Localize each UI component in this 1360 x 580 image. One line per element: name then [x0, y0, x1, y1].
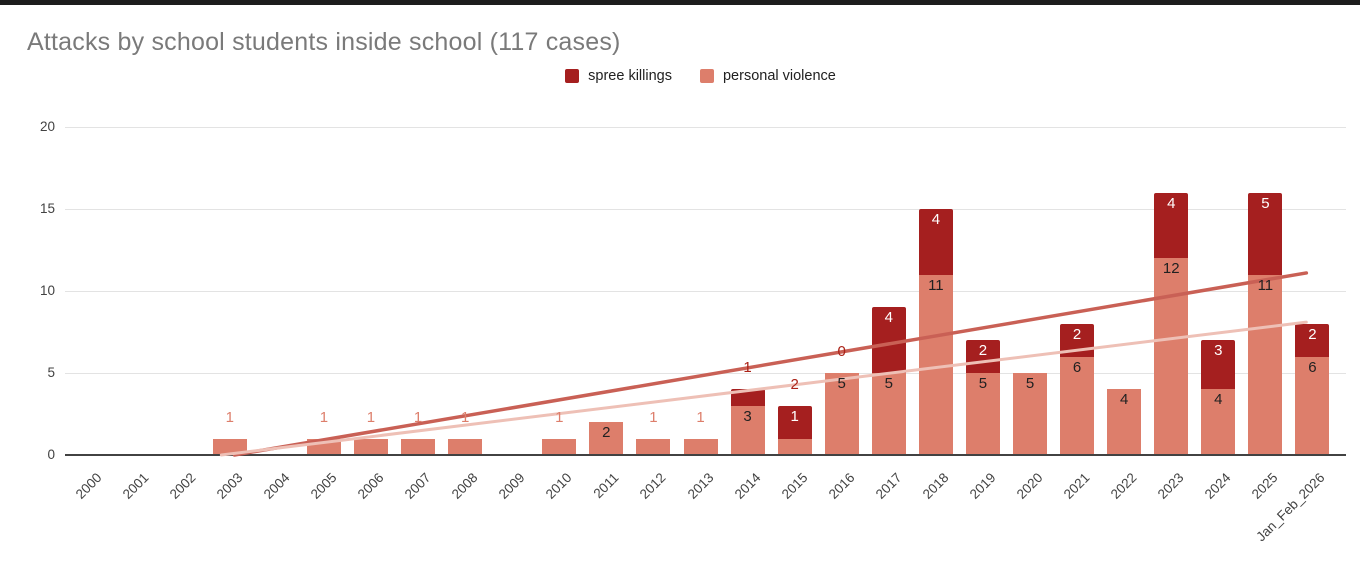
bar-label-personal-2021: 6 [1072, 358, 1082, 376]
bar-segment-personal-2007 [401, 438, 436, 455]
bar-segment-personal-2016 [824, 373, 859, 455]
y-axis-tick-label: 5 [47, 365, 55, 380]
bar-label-personal-2014: 3 [743, 407, 752, 425]
bar-label-personal-2013: 1 [696, 408, 705, 426]
bar-label-spree-2017: 4 [884, 309, 893, 327]
bar-segment-spree-2025 [1248, 192, 1283, 275]
bar-label-spree-2019: 2 [978, 342, 988, 360]
y-axis-tick-label: 20 [39, 119, 55, 134]
bar-label-personal-2008: 1 [460, 408, 470, 426]
bar-segment-spree-2019 [965, 340, 1000, 373]
bar-label-personal-2022: 4 [1119, 391, 1129, 409]
bar-segment-personal-2019 [965, 373, 1000, 455]
bar-segment-personal-2008 [448, 438, 483, 455]
gridline-y-10 [65, 290, 1346, 292]
bar-label-personal-2005: 1 [319, 408, 329, 426]
y-axis-tick-label: 15 [39, 201, 55, 216]
bar-label-spree-2025: 5 [1261, 194, 1270, 212]
bar-segment-personal-2003 [212, 438, 247, 455]
bar-segment-personal-2021 [1060, 356, 1095, 455]
bar-segment-personal-2023 [1154, 258, 1189, 455]
bar-segment-personal-2010 [542, 438, 577, 455]
bar-segment-personal-2022 [1107, 389, 1142, 455]
bar-segment-personal-2017 [871, 373, 906, 455]
bar-label-personal-2006: 1 [366, 408, 376, 426]
gridline-y-5 [65, 372, 1346, 374]
legend-item-personal-violence: personal violence [699, 68, 836, 84]
bar-segment-personal-2025 [1248, 274, 1283, 455]
trendline-dark [232, 271, 1309, 457]
gridline-y-20 [65, 126, 1346, 128]
bar-label-spree-2014: 1 [743, 359, 752, 377]
bar-label-personal-2025: 11 [1257, 276, 1274, 294]
bar-segment-personal-2024 [1201, 389, 1236, 455]
bar-label-personal-2010: 1 [555, 408, 564, 426]
bar-label-personal-2017: 5 [884, 375, 893, 392]
bar-label-spree-2016: 0 [837, 343, 846, 360]
legend-label: personal violence [722, 68, 836, 84]
gridline-y-15 [65, 208, 1346, 210]
bar-label-personal-Jan_Feb_2026: 6 [1308, 358, 1317, 376]
bar-label-personal-2011: 2 [602, 424, 611, 442]
legend: spree killings personal violence [65, 68, 1336, 84]
legend-item-spree-killings: spree killings [565, 68, 672, 84]
bar-segment-personal-Jan_Feb_2026 [1295, 356, 1330, 455]
bar-label-spree-2015: 2 [790, 375, 799, 393]
bar-label-personal-2024: 4 [1214, 391, 1223, 409]
chart-title: Attacks by school students inside school… [27, 28, 621, 56]
bar-label-personal-2007: 1 [413, 408, 423, 426]
bar-segment-personal-2015 [777, 438, 812, 455]
bar-label-spree-Jan_Feb_2026: 2 [1308, 325, 1317, 343]
bar-label-personal-2023: 12 [1162, 260, 1180, 278]
bar-segment-spree-2018 [918, 209, 953, 275]
bar-segment-personal-2006 [353, 438, 388, 455]
y-axis-tick-label: 0 [47, 447, 55, 462]
bar-label-personal-2019: 5 [978, 375, 988, 392]
bar-label-spree-2021: 2 [1072, 325, 1082, 343]
bar-segment-personal-2020 [1013, 373, 1048, 455]
bar-segment-personal-2011 [589, 422, 624, 455]
bar-segment-spree-2015 [777, 405, 812, 439]
bar-label-spree-2018: 4 [931, 211, 941, 228]
bar-segment-personal-2014 [730, 405, 765, 455]
legend-label: spree killings [588, 68, 672, 84]
bar-label-personal-2020: 5 [1025, 375, 1035, 392]
window-top-border [0, 0, 1360, 5]
personal-violence-swatch-icon [699, 69, 714, 83]
bar-segment-spree-2014 [730, 389, 765, 406]
bar-label-spree-2023: 4 [1167, 194, 1176, 212]
bar-segment-spree-2024 [1201, 340, 1236, 390]
bar-label-personal-2012: 1 [649, 408, 658, 426]
bar-label-personal-2015: 1 [790, 407, 799, 425]
y-axis-tick-label: 10 [39, 283, 55, 298]
bar-label-personal-2003: 1 [225, 408, 234, 426]
trendline-light [219, 320, 1308, 457]
bar-segment-personal-2012 [636, 438, 671, 455]
bar-segment-spree-2023 [1154, 192, 1189, 259]
x-axis-baseline [65, 454, 1346, 456]
bar-label-spree-2024: 3 [1214, 342, 1223, 360]
bar-segment-personal-2013 [683, 438, 718, 455]
bar-label-personal-2018: 11 [928, 276, 944, 294]
spree-killings-swatch-icon [565, 69, 580, 83]
bar-label-personal-2016: 5 [837, 375, 846, 392]
bar-segment-spree-Jan_Feb_2026 [1295, 323, 1330, 357]
